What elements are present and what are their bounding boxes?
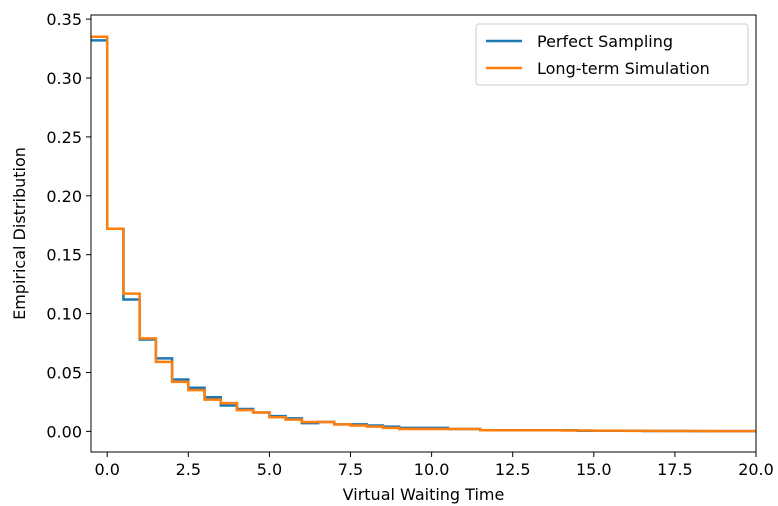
x-axis-ticks: 0.0 2.5 5.0 7.5 10.0 12.5 15.0 17.5 20.0 xyxy=(94,452,774,479)
y-tick-label: 0.05 xyxy=(46,363,82,382)
y-tick-label: 0.30 xyxy=(46,69,82,88)
y-axis-label: Empirical Distribution xyxy=(10,147,29,320)
series-line-long-term-simulation xyxy=(91,35,756,433)
x-tick-label: 2.5 xyxy=(176,460,201,479)
x-tick-label: 12.5 xyxy=(495,460,531,479)
y-axis-ticks: 0.00 0.05 0.10 0.15 0.20 0.25 0.30 0.35 xyxy=(46,10,91,441)
y-tick-label: 0.35 xyxy=(46,10,82,29)
x-tick-label: 5.0 xyxy=(257,460,282,479)
x-tick-label: 7.5 xyxy=(338,460,363,479)
x-tick-label: 17.5 xyxy=(657,460,693,479)
legend-box xyxy=(475,23,749,86)
y-tick-label: 0.25 xyxy=(46,128,82,147)
y-tick-label: 0.00 xyxy=(46,422,82,441)
y-tick-label: 0.15 xyxy=(46,246,82,265)
series-layer xyxy=(91,35,756,433)
legend-label-perfect-sampling: Perfect Sampling xyxy=(537,32,673,51)
x-tick-label: 10.0 xyxy=(414,460,450,479)
legend-label-long-term-simulation: Long-term Simulation xyxy=(537,59,710,78)
x-axis-label: Virtual Waiting Time xyxy=(343,485,505,504)
plot-frame xyxy=(90,14,757,453)
x-tick-label: 20.0 xyxy=(738,460,774,479)
x-tick-label: 0.0 xyxy=(94,460,119,479)
x-tick-label: 15.0 xyxy=(576,460,612,479)
y-tick-label: 0.20 xyxy=(46,187,82,206)
legend: Perfect Sampling Long-term Simulation xyxy=(475,23,749,86)
y-tick-label: 0.10 xyxy=(46,305,82,324)
